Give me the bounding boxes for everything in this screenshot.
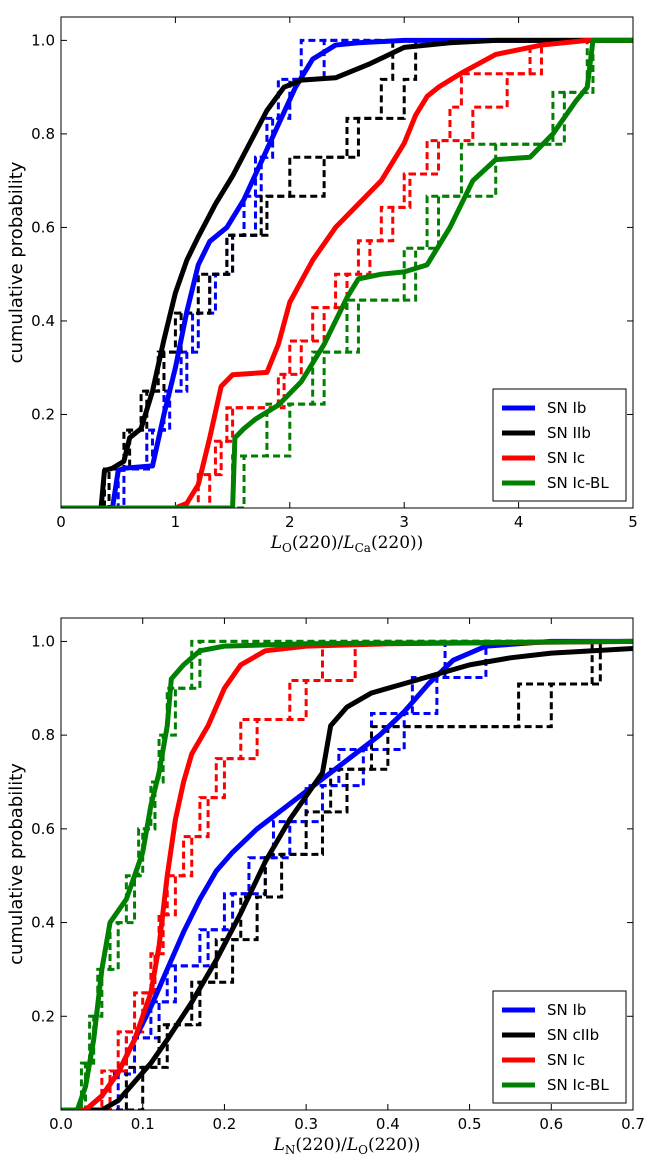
bottom-chart: 0.0 0.1 0.2 0.3 0.4 0.5 0.6 0.70.20.40.60.81.0 … [6, 617, 645, 1157]
y-tick-label: 1.0 [31, 31, 55, 49]
x-tick-label: 0.3 [294, 1115, 318, 1133]
x-tick-label: 1 [171, 513, 181, 531]
cdf-line-sn-ciib [61, 645, 633, 1110]
legend-label: SN Ib [547, 1001, 586, 1019]
y-tick-label: 0.4 [31, 914, 55, 932]
cdf-line-sn-iib [61, 37, 633, 508]
y-tick-label: 0.8 [31, 125, 55, 143]
bottom-chart-y-axis-label: cumulative probability [6, 763, 27, 965]
step-line-sn-ib [61, 639, 633, 1110]
step-line-alt-sn-iib [61, 38, 633, 508]
bottom-chart-series [61, 638, 633, 1110]
x-tick-label: 0.4 [376, 1115, 400, 1133]
step-line-sn-ciib [61, 639, 633, 1110]
legend-label: SN cIIb [547, 1026, 599, 1044]
top-chart-series [61, 37, 633, 508]
cdf-line-sn-ic [61, 37, 633, 508]
x-tick-label: 0.5 [458, 1115, 482, 1133]
step-line-sn-ic-bl [61, 38, 633, 508]
legend-label: SN Ic-BL [547, 1076, 609, 1094]
x-tick-label: 0.6 [539, 1115, 563, 1133]
cdf-line-sn-ic-bl [61, 37, 633, 508]
y-tick-label: 0.2 [31, 405, 55, 423]
bottom-chart-legend: SN Ib SN cIIb SN Ic SN Ic-BL [492, 990, 627, 1104]
x-tick-label: 0.0 [49, 1115, 73, 1133]
x-tick-label: 0 [56, 513, 66, 531]
y-tick-label: 0.8 [31, 726, 55, 744]
top-chart-x-axis-label: LO(220)/LCa(220)) [270, 533, 424, 555]
x-tick-label: 3 [399, 513, 409, 531]
bottom-chart-ticks: 0.0 0.1 0.2 0.3 0.4 0.5 0.6 0.7 0.2 0.4 0.6 0.8 1.0 [31, 618, 645, 1133]
cdf-line-sn-ic [61, 638, 633, 1110]
legend-label: SN Ib [547, 399, 586, 417]
legend-label: SN Ic-BL [547, 474, 609, 492]
top-chart: 0 1 2 3 4 5 0.2 0.4 0.6 0.8 1.0 cumulative probabi… [6, 16, 638, 555]
step-line-alt-sn-ciib [61, 639, 633, 1110]
legend-label: SN Ic [547, 449, 585, 467]
bottom-chart-frame [60, 617, 634, 1111]
y-tick-label: 1.0 [31, 632, 55, 650]
cdf-line-sn-ic-bl [61, 638, 633, 1110]
y-tick-label: 0.6 [31, 218, 55, 236]
step-line-alt-sn-ic [61, 639, 633, 1110]
x-tick-label: 0.1 [131, 1115, 155, 1133]
step-line-alt-sn-ib [61, 38, 633, 508]
legend-label: SN IIb [547, 424, 591, 442]
x-tick-label: 0.2 [212, 1115, 236, 1133]
x-tick-label: 0.7 [621, 1115, 645, 1133]
legend-label: SN Ic [547, 1051, 585, 1069]
x-tick-label: 2 [285, 513, 295, 531]
y-tick-label: 0.6 [31, 820, 55, 838]
y-tick-label: 0.2 [31, 1007, 55, 1025]
x-tick-label: 5 [628, 513, 638, 531]
bottom-chart-x-axis-label: LN(220)/LO(220)) [273, 1135, 421, 1157]
step-line-alt-sn-ic [61, 38, 633, 508]
top-chart-y-axis-label: cumulative probability [6, 161, 27, 363]
y-tick-label: 0.4 [31, 312, 55, 330]
top-chart-legend: SN Ib SN IIb SN Ic SN Ic-BL [492, 388, 627, 502]
x-tick-label: 4 [514, 513, 524, 531]
cdf-line-sn-ib [61, 37, 633, 508]
top-chart-frame [60, 16, 634, 509]
